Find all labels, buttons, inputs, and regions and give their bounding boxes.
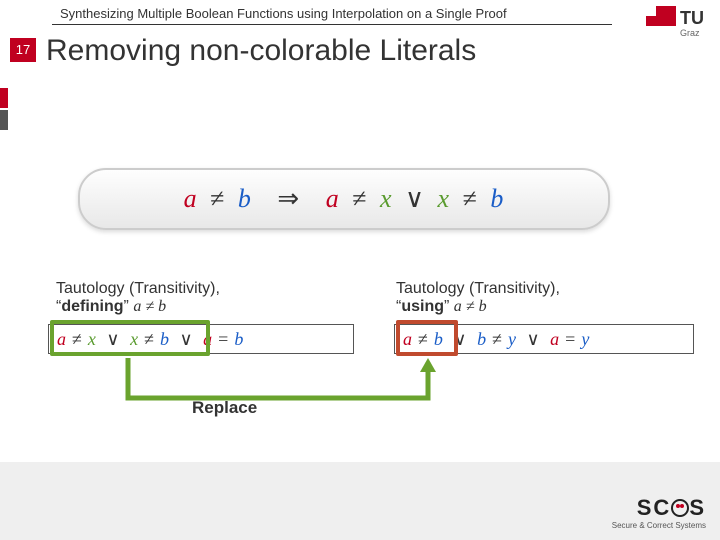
scos-sub: Secure & Correct Systems	[612, 521, 706, 530]
iaik-logo: IAIK	[0, 24, 8, 174]
tu-graz-logo: TU Graz	[638, 4, 708, 47]
var-b: b	[490, 184, 504, 213]
header-rule	[52, 24, 612, 25]
main-formula: a ≠ b ⇒ a ≠ x ∨ x ≠ b	[184, 184, 505, 214]
var-x: x	[380, 184, 393, 213]
header-subtitle: Synthesizing Multiple Boolean Functions …	[60, 6, 507, 21]
highlight-green-box	[50, 320, 210, 356]
taut-left-line2: “defining” a ≠ b	[56, 298, 220, 316]
taut-right-line1: Tautology (Transitivity),	[396, 280, 560, 298]
var-a: a	[184, 184, 198, 213]
tautology-right-caption: Tautology (Transitivity), “using” a ≠ b	[396, 280, 560, 316]
slide-title: Removing non-colorable Literals	[46, 34, 476, 68]
main-formula-pill: a ≠ b ⇒ a ≠ x ∨ x ≠ b	[78, 168, 610, 230]
scos-logo: SCS Secure & Correct Systems	[612, 495, 706, 530]
highlight-red-box	[396, 320, 458, 356]
op-neq: ≠	[458, 184, 483, 213]
var-x: x	[438, 184, 451, 213]
op-neq: ≠	[347, 184, 372, 213]
taut-right-line2: “using” a ≠ b	[396, 298, 560, 316]
tu-sub: Graz	[680, 28, 700, 38]
op-or: ∨	[400, 184, 430, 213]
op-neq: ≠	[205, 184, 230, 213]
var-a: a	[326, 184, 340, 213]
replace-label: Replace	[192, 398, 257, 418]
tu-text: TU	[680, 8, 704, 28]
page-number: 17	[10, 38, 36, 62]
op-implies: ⇒	[259, 184, 318, 213]
taut-left-line1: Tautology (Transitivity),	[56, 280, 220, 298]
tautology-left-caption: Tautology (Transitivity), “defining” a ≠…	[56, 280, 220, 316]
var-b: b	[238, 184, 252, 213]
